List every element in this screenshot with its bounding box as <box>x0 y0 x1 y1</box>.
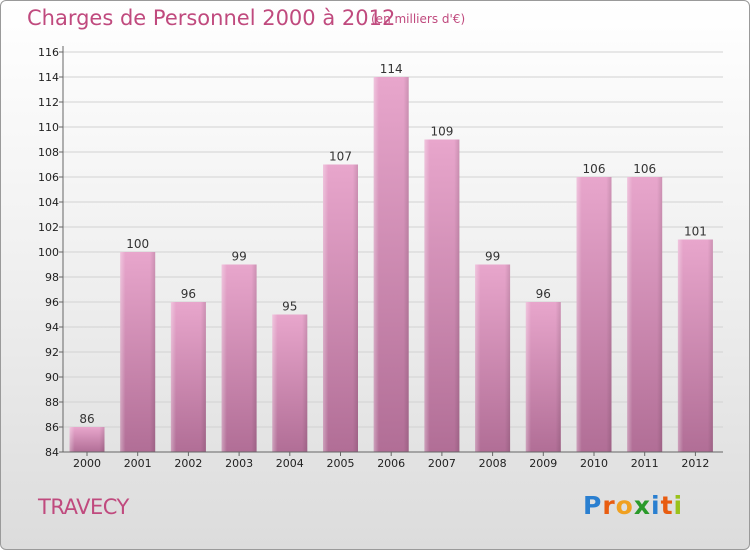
y-tick-label: 104 <box>38 196 59 209</box>
x-tick-label: 2004 <box>276 457 304 470</box>
logo-letter: i <box>651 491 661 520</box>
bar-shading <box>272 314 308 452</box>
logo-letter: r <box>602 491 616 520</box>
y-tick-label: 96 <box>45 296 59 309</box>
y-axis: 84 86 88 90 92 94 96 98 100 102 104 106 108 110 112 114… <box>38 46 64 459</box>
logo-letter: x <box>633 491 651 520</box>
data-label: 99 <box>231 250 246 264</box>
bar-shading <box>525 302 561 452</box>
data-label: 101 <box>684 225 707 239</box>
bar-shading <box>677 239 713 452</box>
y-tick-label: 92 <box>45 346 59 359</box>
y-tick-label: 106 <box>38 171 59 184</box>
x-axis: 2000 2001 2002 2003 2004 2005 2006 2007 2008 2009… <box>63 451 723 470</box>
y-tick-label: 114 <box>38 71 59 84</box>
x-tick-label: 2011 <box>631 457 659 470</box>
bar-shading <box>424 139 460 452</box>
logo-letter: P <box>583 491 603 520</box>
bar-shading <box>170 302 206 452</box>
y-tick-label: 112 <box>38 96 59 109</box>
x-tick-label: 2003 <box>225 457 253 470</box>
data-label: 95 <box>282 300 297 314</box>
data-label: 106 <box>633 162 656 176</box>
y-tick-label: 100 <box>38 246 59 259</box>
x-tick-label: 2005 <box>327 457 355 470</box>
data-label: 96 <box>181 287 196 301</box>
bar-shading <box>373 77 409 452</box>
y-tick-label: 88 <box>45 396 59 409</box>
data-label: 100 <box>126 237 149 251</box>
x-tick-label: 2012 <box>681 457 709 470</box>
data-label: 106 <box>583 162 606 176</box>
bar-shading <box>323 164 358 452</box>
data-label: 109 <box>430 125 453 139</box>
logo-letter: o <box>615 491 634 520</box>
x-tick-label: 2001 <box>124 457 152 470</box>
y-tick-label: 94 <box>45 321 59 334</box>
data-label: 114 <box>380 62 403 76</box>
logo-letter: t <box>660 491 674 520</box>
unit-label: (en milliers d'€) <box>371 12 466 26</box>
y-tick-label: 108 <box>38 146 59 159</box>
y-tick-label: 98 <box>45 271 59 284</box>
y-tick-label: 110 <box>38 121 59 134</box>
commune-name: TRAVECY <box>38 495 129 519</box>
x-tick-label: 2002 <box>174 457 202 470</box>
y-tick-label: 90 <box>45 371 59 384</box>
bars: 86 100 96 99 95 107 114 109 99 96 106 106 101 <box>69 62 713 452</box>
bar-shading <box>576 177 612 452</box>
proxiti-logo[interactable]: Proxiti <box>583 491 683 520</box>
data-label: 86 <box>79 412 94 426</box>
y-tick-label: 86 <box>45 421 59 434</box>
data-label: 107 <box>329 150 352 164</box>
logo-letter: i <box>673 491 684 520</box>
data-label: 96 <box>536 287 551 301</box>
chart-title: Charges de Personnel 2000 à 2012 <box>27 6 396 30</box>
x-tick-label: 2007 <box>428 457 456 470</box>
x-tick-label: 2010 <box>580 457 608 470</box>
bar-shading <box>475 264 511 452</box>
x-tick-label: 2008 <box>479 457 507 470</box>
bar-shading <box>120 252 156 452</box>
bar-shading <box>69 427 105 452</box>
y-tick-label: 102 <box>38 221 59 234</box>
bar-shading <box>221 264 257 452</box>
y-tick-label: 84 <box>45 446 59 459</box>
y-tick-label: 116 <box>38 46 59 59</box>
x-tick-label: 2006 <box>377 457 405 470</box>
data-label: 99 <box>485 250 500 264</box>
x-tick-label: 2009 <box>529 457 557 470</box>
bar-shading <box>627 177 663 452</box>
x-tick-label: 2000 <box>73 457 101 470</box>
